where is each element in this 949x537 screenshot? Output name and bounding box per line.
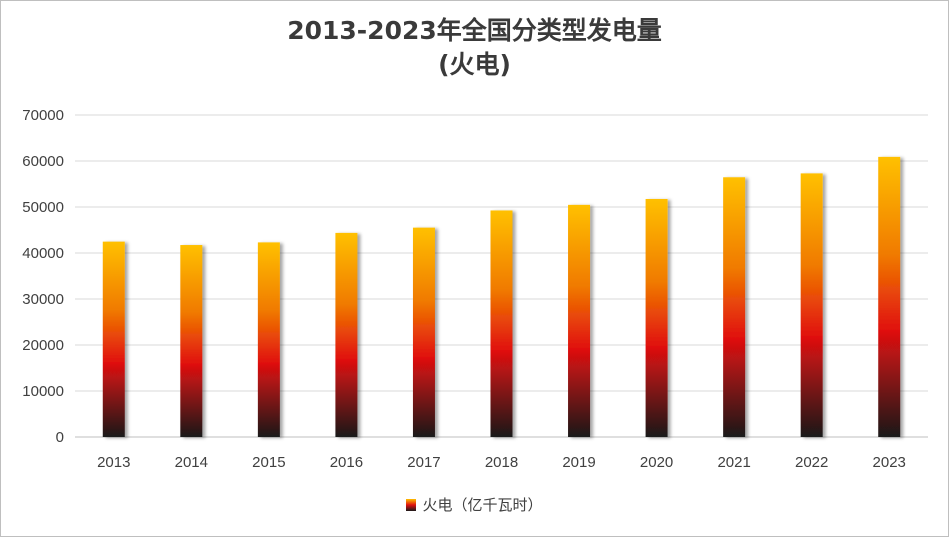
x-tick-label: 2022 (795, 454, 828, 471)
bar-2017 (412, 227, 435, 437)
y-tick-label: 50000 (22, 199, 64, 216)
legend: 火电（亿千瓦时） (0, 494, 949, 515)
y-tick-label: 40000 (22, 245, 64, 262)
chart-title-block: 2013-2023年全国分类型发电量 (火电) (0, 14, 949, 82)
bar-2014 (180, 245, 203, 437)
y-tick-label: 30000 (22, 291, 64, 308)
bar-2016 (335, 232, 358, 437)
legend-swatch (406, 499, 417, 511)
x-tick-label: 2020 (640, 454, 673, 471)
bar-2013 (102, 241, 125, 437)
x-tick-label: 2015 (252, 454, 285, 471)
x-tick-label: 2017 (407, 454, 440, 471)
x-tick-label: 2021 (717, 454, 750, 471)
chart-title: 2013-2023年全国分类型发电量 (287, 16, 662, 45)
x-tick-label: 2023 (873, 454, 906, 471)
bar-2019 (568, 204, 591, 437)
bar-2023 (878, 156, 901, 438)
x-tick-label: 2016 (330, 454, 363, 471)
legend-label: 火电（亿千瓦时） (422, 496, 543, 514)
bar-2021 (723, 177, 746, 437)
x-tick-label: 2013 (97, 454, 130, 471)
bar-2022 (800, 173, 823, 437)
y-tick-label: 20000 (22, 337, 64, 354)
y-tick-label: 60000 (22, 153, 64, 170)
bar-2020 (645, 198, 668, 437)
y-tick-label: 70000 (22, 107, 64, 124)
bar-2018 (490, 210, 513, 437)
x-tick-label: 2014 (175, 454, 208, 471)
bar-2015 (257, 242, 280, 437)
chart-subtitle: (火电) (438, 50, 511, 79)
bar-series (102, 156, 901, 438)
y-tick-label: 0 (56, 429, 64, 446)
y-axis-ticks: 0 10000 20000 30000 40000 50000 60000 70000 (22, 107, 64, 446)
x-tick-label: 2018 (485, 454, 518, 471)
x-tick-label: 2019 (562, 454, 595, 471)
x-axis-ticks: 2013 2014 2015 2016 2017 2018 2019 2020 2021 2022… (97, 454, 906, 471)
y-tick-label: 10000 (22, 383, 64, 400)
